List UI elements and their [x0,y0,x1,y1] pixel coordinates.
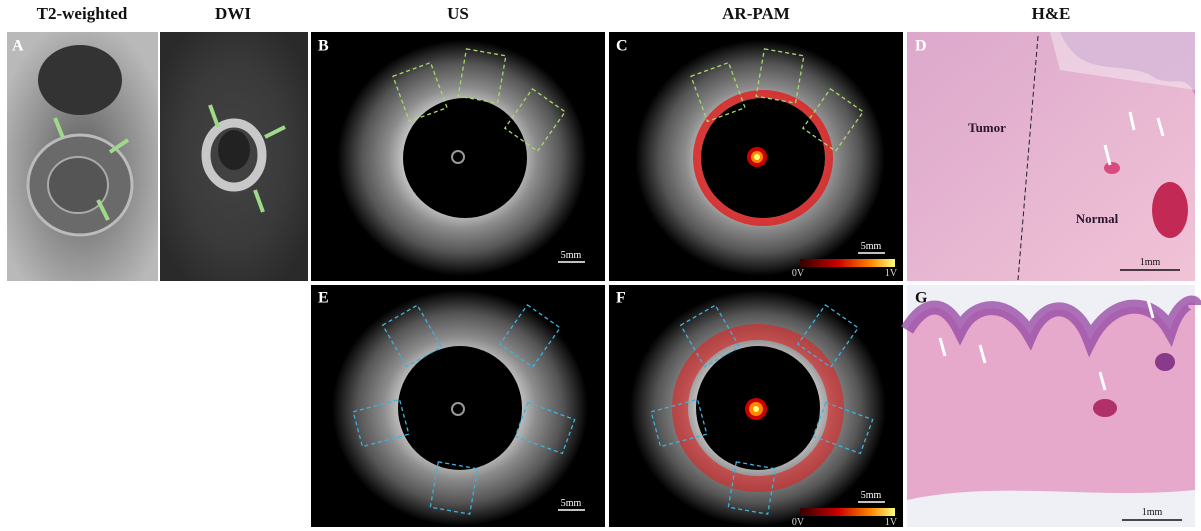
he-vessel [1093,399,1117,417]
page: { "column_headers": ["T2-weighted", "DWI… [0,0,1201,531]
panel-label: G [915,289,928,306]
scale-bar-label: 1mm [1140,257,1161,268]
scale-bar-label: 5mm [561,250,582,261]
he-tissue [907,303,1195,500]
column-header: AR-PAM [722,4,790,23]
he-vessel [1104,162,1120,174]
pam-probe [753,406,759,412]
dwi-lumen [218,130,250,170]
colorbar-label: 1V [885,268,898,279]
column-header: DWI [215,4,251,23]
column-header: H&E [1032,4,1071,23]
annotation: Tumor [968,120,1006,135]
us-lumen [398,346,522,470]
scale-bar-label: 5mm [861,241,882,252]
panel-label: A [12,37,24,54]
colorbar-label: 0V [792,268,805,279]
scale-bar-label: 1mm [1142,507,1163,518]
mri-structure [38,45,122,115]
panel-label: C [616,37,628,54]
colorbar-label: 0V [792,517,805,528]
panel-label: B [318,37,329,54]
he-vessel [1155,353,1175,371]
colorbar [800,259,895,267]
colorbar [800,508,895,516]
scale-bar-label: 5mm [861,490,882,501]
pam-probe [754,154,760,160]
us-lumen [403,98,527,218]
figure: T2-weighted DWI US AR-PAM H&E A 5mm B 5m… [0,0,1201,531]
scale-bar-label: 5mm [561,498,582,509]
he-vessel [1152,182,1188,238]
colorbar-label: 1V [885,517,898,528]
annotation: Normal [1076,211,1119,226]
panel-label: D [915,37,927,54]
panel-label: E [318,289,329,306]
panel-label: F [616,289,626,306]
column-header: T2-weighted [37,4,128,23]
column-header: US [447,4,469,23]
